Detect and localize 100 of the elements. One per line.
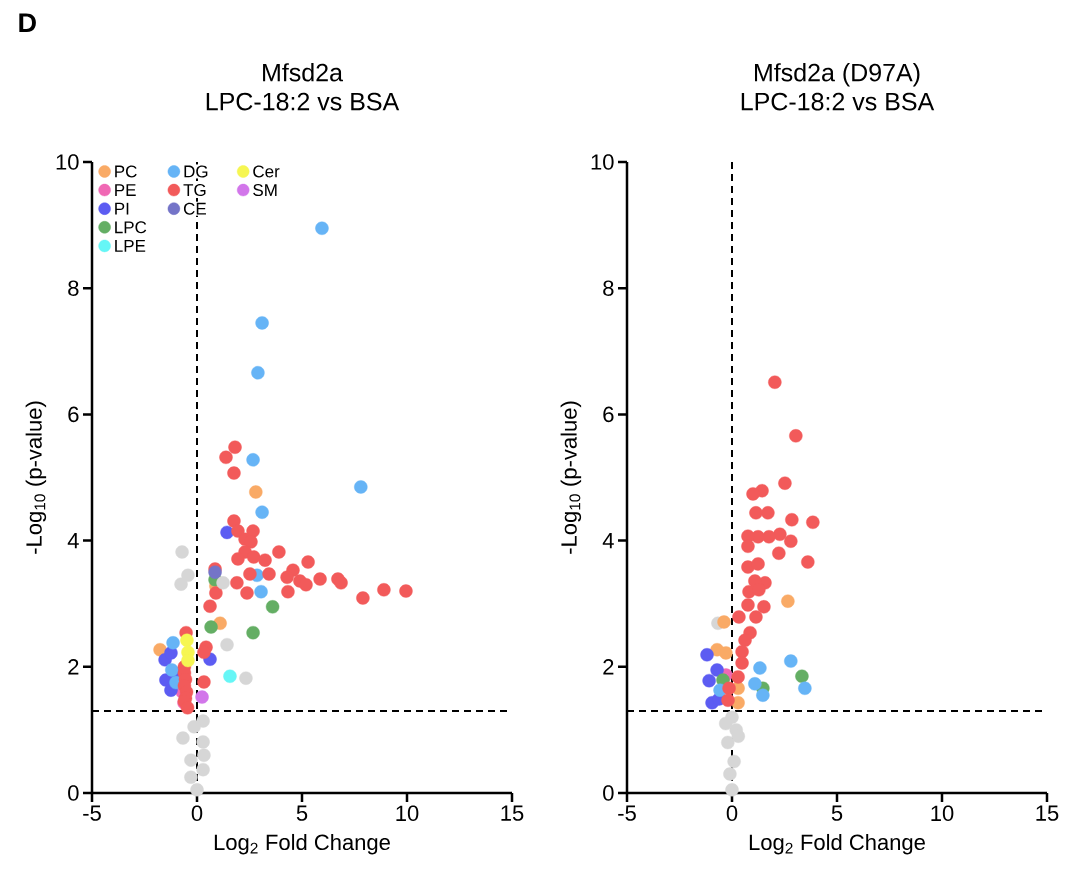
point [255, 316, 269, 330]
point [228, 440, 242, 454]
point [721, 735, 735, 750]
point [190, 783, 204, 797]
x-tick-label: -5 [618, 805, 636, 821]
point [735, 656, 749, 670]
point [174, 577, 188, 591]
point [249, 485, 263, 499]
point [741, 598, 755, 612]
point [272, 545, 286, 559]
x-tick-label: 10 [396, 805, 419, 822]
point [244, 535, 258, 549]
legend-label: PE [115, 184, 136, 196]
point [197, 645, 211, 659]
point [175, 545, 189, 559]
point [746, 487, 760, 501]
point [399, 584, 413, 598]
point [243, 567, 257, 581]
point [239, 671, 253, 685]
y-tick-label: 2 [603, 659, 614, 675]
chart-subtitle: LPC-18:2 vs BSA [206, 92, 400, 111]
point [717, 615, 731, 629]
legend-label: LPC [115, 221, 147, 234]
point [725, 783, 739, 797]
x-axis-title: Log$_{2}$ Fold Change [749, 833, 925, 855]
point [301, 555, 315, 569]
x-tick-label: 0 [191, 805, 203, 822]
point [254, 585, 268, 599]
legend-label: TG [183, 184, 206, 197]
x-tick-label: 0 [726, 805, 738, 822]
point [723, 767, 737, 781]
point [220, 638, 234, 652]
point [749, 506, 763, 520]
point [315, 221, 329, 235]
point [258, 553, 272, 567]
point [795, 669, 809, 683]
point [334, 576, 348, 590]
chart-title: Mfsd2a [263, 63, 343, 82]
point [196, 714, 210, 728]
point [727, 754, 741, 769]
point [280, 570, 294, 584]
point [216, 576, 230, 590]
point [741, 539, 755, 553]
y-tick-label: 4 [602, 533, 614, 549]
point [801, 555, 815, 569]
point [184, 770, 198, 784]
point [748, 677, 762, 691]
point [700, 648, 714, 662]
point [176, 731, 190, 745]
point [753, 661, 767, 675]
x-tick-label: 15 [1036, 805, 1059, 821]
point [789, 429, 803, 443]
y-tick-label: 4 [67, 533, 79, 549]
point [778, 476, 792, 490]
point [738, 633, 752, 647]
chart-subtitle: LPC-18:2 vs BSA [741, 92, 935, 111]
point [197, 748, 211, 762]
point [299, 578, 313, 592]
point [246, 453, 260, 467]
point [354, 480, 368, 494]
point [195, 690, 209, 704]
y-axis-title: -Log$_{10}$ (p-value) [25, 401, 47, 554]
point [247, 550, 261, 564]
legend-label: PC [115, 165, 137, 178]
point [702, 673, 716, 688]
y-tick-label: 6 [603, 406, 614, 423]
point [230, 576, 244, 590]
point [231, 552, 245, 566]
point [166, 636, 180, 650]
y-tick-label: 0 [603, 785, 614, 801]
point [806, 515, 820, 529]
point [719, 646, 733, 660]
point [262, 567, 276, 581]
point [204, 620, 218, 634]
point [798, 681, 812, 695]
point [313, 572, 327, 586]
point [784, 654, 798, 668]
point [721, 693, 735, 707]
point [184, 753, 198, 767]
x-tick-label: 5 [296, 805, 308, 821]
text: D [19, 13, 36, 33]
point [719, 716, 733, 731]
point [356, 591, 370, 605]
y-tick-label: 8 [603, 280, 614, 296]
point [751, 557, 765, 571]
point [731, 729, 745, 743]
legend-label: LPE [115, 240, 146, 252]
point [240, 586, 254, 600]
y-axis-title: -Log$_{10}$ (p-value) [560, 401, 582, 554]
point [203, 599, 217, 613]
point [219, 450, 233, 464]
point [741, 560, 755, 574]
y-tick-label: 6 [68, 406, 79, 423]
point [281, 585, 295, 599]
point [265, 600, 280, 614]
point [772, 546, 786, 560]
x-tick-label: 10 [931, 805, 954, 822]
point [180, 701, 195, 715]
point [255, 505, 269, 519]
x-tick-label: -5 [83, 805, 101, 821]
